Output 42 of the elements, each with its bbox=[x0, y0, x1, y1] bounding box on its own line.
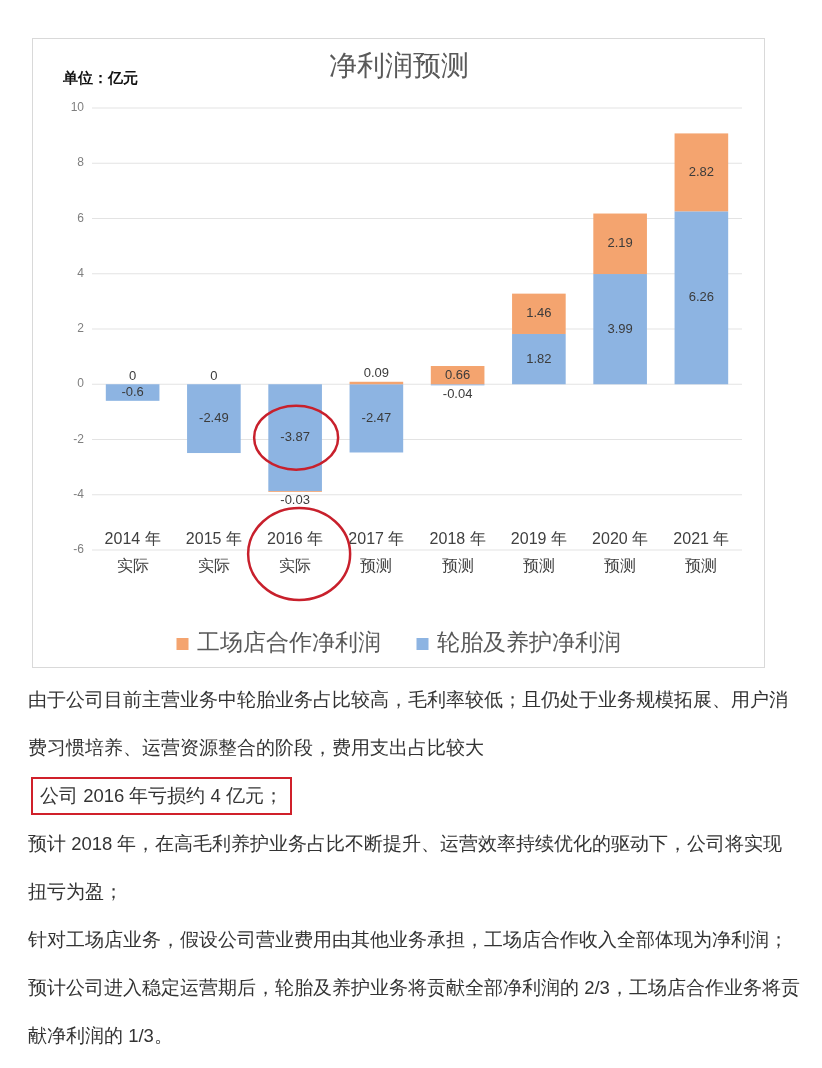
x-tick-label: 2021 年预测 bbox=[673, 530, 730, 575]
y-tick-label: 10 bbox=[70, 100, 85, 115]
data-label: -2.47 bbox=[361, 409, 392, 425]
data-label: 1.46 bbox=[526, 305, 552, 321]
x-tick-label: 2019 年预测 bbox=[510, 530, 567, 575]
x-tick-label: 2014 年实际 bbox=[104, 530, 161, 575]
x-tick-label: 2020 年预测 bbox=[592, 530, 649, 575]
legend-label: 轮胎及养护净利润 bbox=[436, 629, 621, 656]
y-tick-label: -6 bbox=[73, 542, 85, 557]
data-label: 0.09 bbox=[363, 365, 390, 381]
data-label: 2.82 bbox=[688, 163, 715, 179]
data-label: 6.26 bbox=[688, 289, 715, 305]
y-tick-label: -4 bbox=[73, 486, 85, 501]
y-tick-label: 2 bbox=[77, 321, 85, 336]
y-tick-label: 6 bbox=[77, 210, 85, 225]
chart-title: 净利润预测 bbox=[328, 50, 469, 82]
data-label: 0 bbox=[210, 367, 218, 383]
data-label: 0.66 bbox=[444, 366, 471, 382]
data-label: 3.99 bbox=[607, 320, 633, 336]
data-label: -3.87 bbox=[280, 429, 310, 445]
x-tick-label: 2017 年预测 bbox=[348, 530, 405, 575]
text: 公司 2016 年亏损约 4 亿元； bbox=[40, 785, 284, 806]
text: 预计公司进入稳定运营期后，轮胎及养护业务将贡献全部净利润的 2/3，工场店合作业务将贡献净利润的 1/3。 bbox=[28, 977, 800, 1046]
text: 预计 2018 年，在高毛利养护业务占比不断提升、运营效率持续优化的驱动下，公司将实现扭亏为盈； bbox=[28, 833, 783, 902]
data-label: 2.19 bbox=[607, 235, 633, 251]
y-tick-label: 0 bbox=[77, 376, 85, 391]
text: 由于公司目前主营业务中轮胎业务占比较高，毛利率较低；且仍处于业务规模拓展、用户消费习惯培养、运营资源整合的阶段，费用支出占比较大 bbox=[28, 689, 788, 758]
data-label: 1.82 bbox=[526, 350, 552, 366]
data-label: -2.49 bbox=[199, 410, 229, 426]
y-tick-label: 8 bbox=[77, 155, 85, 170]
x-tick-label: 2015 年实际 bbox=[185, 530, 242, 575]
data-label: 0 bbox=[129, 367, 137, 383]
x-tick-label: 2016 年实际 bbox=[267, 530, 324, 575]
x-tick-label: 2018 年预测 bbox=[429, 530, 486, 575]
y-axis-title: 单位：亿元 bbox=[62, 68, 138, 86]
y-tick-label: -2 bbox=[73, 431, 85, 446]
legend-label: 工场店合作净利润 bbox=[196, 629, 381, 656]
data-label: -0.6 bbox=[121, 383, 144, 399]
text: 针对工场店业务，假设公司营业费用由其他业务承担，工场店合作收入全部体现为净利润； bbox=[28, 928, 789, 952]
y-tick-label: 4 bbox=[77, 265, 85, 280]
data-label: -0.03 bbox=[280, 492, 310, 508]
data-label: -0.04 bbox=[442, 385, 473, 401]
